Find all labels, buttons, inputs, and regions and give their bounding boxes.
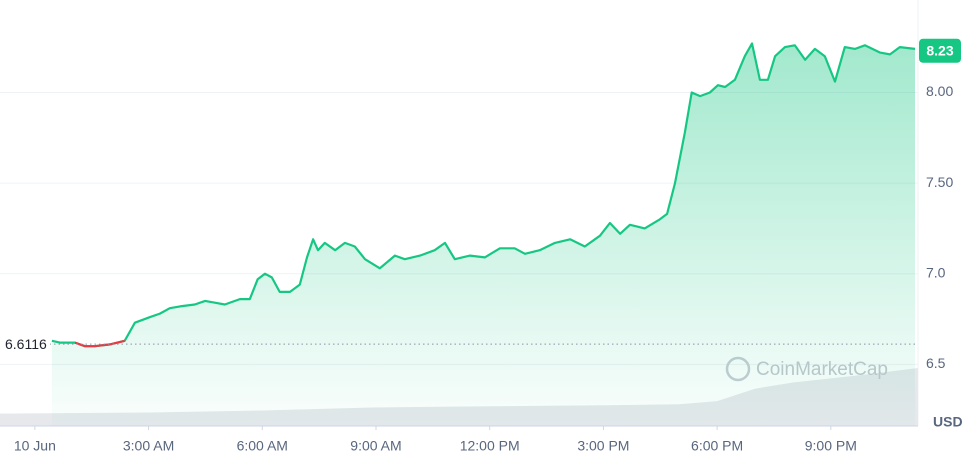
x-tick-label: 9:00 AM xyxy=(350,438,401,454)
x-tick-label: 9:00 PM xyxy=(805,438,857,454)
reference-label-bg xyxy=(0,334,50,355)
y-tick-label: 7.0 xyxy=(926,264,946,280)
current-price-label: 8.23 xyxy=(926,42,953,58)
x-tick-label: 6:00 PM xyxy=(691,438,743,454)
current-price-tag xyxy=(919,38,961,63)
price-line-below xyxy=(74,339,125,348)
x-tick-label: 6:00 AM xyxy=(237,438,288,454)
x-tick-label: 3:00 PM xyxy=(577,438,629,454)
price-line xyxy=(51,42,916,348)
currency-label: USD xyxy=(933,414,963,430)
x-tick-label: 3:00 AM xyxy=(123,438,174,454)
y-tick-label: 6.5 xyxy=(926,355,946,371)
reference-label: 6.6116 xyxy=(5,336,47,352)
x-tick-label: 10 Jun xyxy=(14,438,56,454)
y-tick-label: 7.50 xyxy=(926,174,953,190)
x-tick-label: 12:00 PM xyxy=(460,438,520,454)
y-tick-label: 8.00 xyxy=(926,83,953,99)
price-area xyxy=(51,43,915,426)
